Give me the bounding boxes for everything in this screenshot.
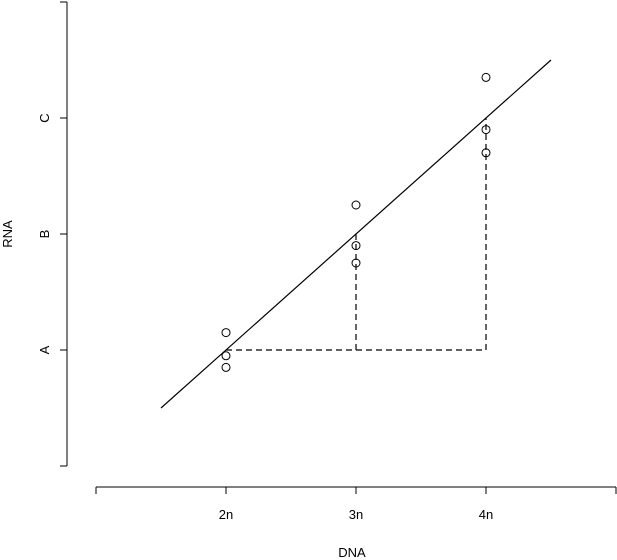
x-tick-label: 4n bbox=[479, 507, 493, 522]
data-point bbox=[481, 148, 491, 158]
y-tick-label: C bbox=[37, 113, 52, 122]
data-point bbox=[221, 351, 231, 361]
x-axis-title: DNA bbox=[338, 545, 366, 560]
x-tick-label: 2n bbox=[219, 507, 233, 522]
data-points bbox=[221, 72, 491, 372]
data-point bbox=[221, 362, 231, 372]
y-axis-title: RNA bbox=[0, 220, 15, 248]
regression-line bbox=[160, 59, 552, 409]
data-point bbox=[351, 200, 361, 210]
data-point bbox=[351, 241, 361, 251]
data-point bbox=[481, 125, 491, 135]
data-point bbox=[351, 258, 361, 268]
x-tick-label: 3n bbox=[349, 507, 363, 522]
data-point bbox=[221, 328, 231, 338]
y-axis: A B C bbox=[37, 1, 68, 467]
data-point bbox=[481, 72, 491, 82]
y-tick-label: B bbox=[37, 230, 52, 239]
fit-line-layer bbox=[160, 59, 552, 409]
x-axis: 2n 3n 4n bbox=[95, 486, 617, 522]
y-tick-label: A bbox=[37, 345, 52, 354]
